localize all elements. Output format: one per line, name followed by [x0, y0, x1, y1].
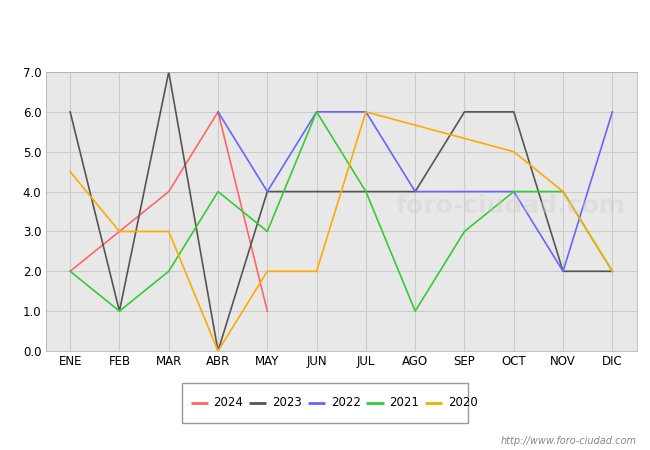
- Text: http://www.foro-ciudad.com: http://www.foro-ciudad.com: [501, 436, 637, 446]
- Text: 2023: 2023: [272, 396, 302, 409]
- Text: 2024: 2024: [213, 396, 243, 409]
- Text: foro-ciudad.com: foro-ciudad.com: [395, 194, 625, 218]
- Text: 2022: 2022: [331, 396, 361, 409]
- Text: Matriculaciones de Vehiculos en Navata: Matriculaciones de Vehiculos en Navata: [145, 11, 505, 29]
- Text: 2020: 2020: [448, 396, 478, 409]
- Text: 2021: 2021: [389, 396, 419, 409]
- FancyBboxPatch shape: [182, 382, 468, 423]
